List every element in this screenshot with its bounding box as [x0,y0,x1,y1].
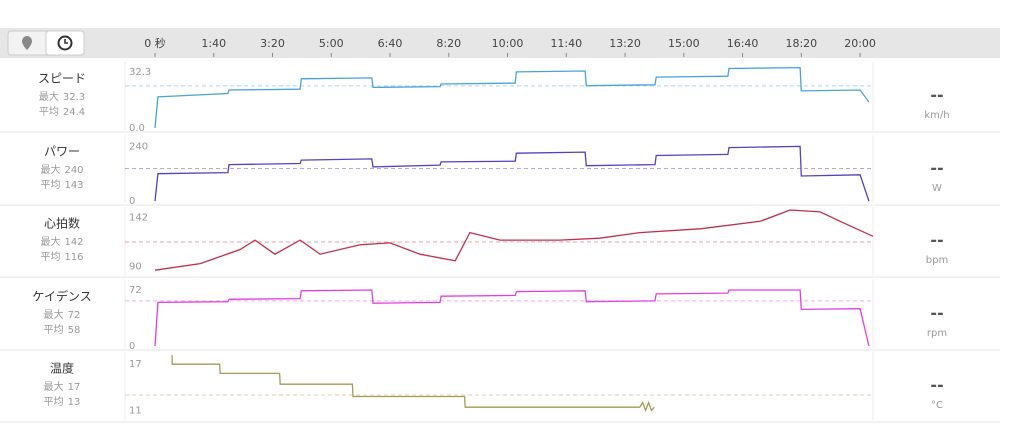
stat-value: 13 [68,397,81,408]
stat-label: 最大 [44,308,64,321]
stat-value: 240 [64,165,83,176]
clock-hands [64,39,68,44]
y-tick-label: 240 [129,141,148,152]
stat-value: 116 [64,252,83,263]
stat-label: 平均 [44,324,64,336]
x-tick-label: 0 秒 [144,36,166,50]
chart-title: スピード [38,72,86,86]
clock-icon [57,35,73,51]
x-tick-label: 20:00 [844,37,876,50]
unit: °C [931,400,943,411]
stat-label: 平均 [44,396,64,408]
y-tick-label: 0 [129,341,135,352]
data-line [154,289,870,347]
stat-label: 最大 [39,90,59,103]
x-tick-label: 18:20 [785,37,817,50]
y-tick-label: 32.3 [129,67,151,78]
data-line [154,209,874,271]
unit: W [932,183,942,194]
stat-value: 24.4 [63,107,85,118]
header-bar [0,28,1000,58]
x-tick-label: 10:00 [492,37,524,50]
stat-value: 143 [64,180,83,191]
chart-title: ケイデンス [32,289,92,304]
stat: 平均 13 [44,396,81,408]
chart-title: 心拍数 [44,216,80,231]
x-tick-label: 11:40 [550,37,582,50]
stat: 最大 32.3 [39,90,85,103]
x-tick-label: 5:00 [319,37,344,50]
x-tick-label: 1:40 [201,37,226,50]
x-tick-label: 8:20 [436,37,461,50]
map-icon [22,36,32,50]
stat-value: 142 [64,237,83,248]
data-line [154,66,870,129]
stat-value: 32.3 [63,92,85,103]
x-tick-label: 3:20 [260,37,285,50]
unit: km/h [924,110,949,121]
stat: 最大 17 [44,380,81,393]
stat: 平均 24.4 [39,106,85,118]
data-line [171,354,655,413]
x-tick-label: 15:00 [668,37,700,50]
current-value: -- [930,86,943,105]
x-tick-label: 16:40 [727,37,759,50]
current-value: -- [930,159,943,178]
y-tick-label: 11 [129,405,142,416]
current-value: -- [930,231,943,250]
data-line [154,145,870,202]
y-tick-label: 72 [129,285,142,296]
stat-label: 平均 [40,251,60,263]
stat: 最大 72 [44,308,81,321]
y-tick-label: 90 [129,261,142,272]
stat-label: 最大 [40,235,60,248]
x-tick-label: 6:40 [378,37,403,50]
stat-label: 最大 [44,380,64,393]
stat-label: 平均 [40,179,60,191]
stat: 最大 142 [40,235,83,248]
y-tick-label: 0 [129,196,135,207]
stat-label: 最大 [40,163,60,176]
y-tick-label: 17 [129,359,142,370]
y-tick-label: 142 [129,213,148,224]
unit: bpm [926,255,948,266]
stat-value: 72 [68,310,81,321]
current-value: -- [930,376,943,395]
chart-title: 温度 [50,361,74,376]
stat-value: 58 [68,325,81,336]
chart-title: パワー [44,145,80,159]
stat-label: 平均 [39,106,59,118]
stat: 最大 240 [40,163,83,176]
stat-value: 17 [68,382,81,393]
y-tick-label: 0.0 [129,123,145,134]
current-value: -- [930,304,943,323]
stat: 平均 116 [40,251,83,263]
stat: 平均 58 [44,324,81,336]
stat: 平均 143 [40,179,83,191]
x-tick-label: 13:20 [609,37,641,50]
unit: rpm [927,328,947,339]
